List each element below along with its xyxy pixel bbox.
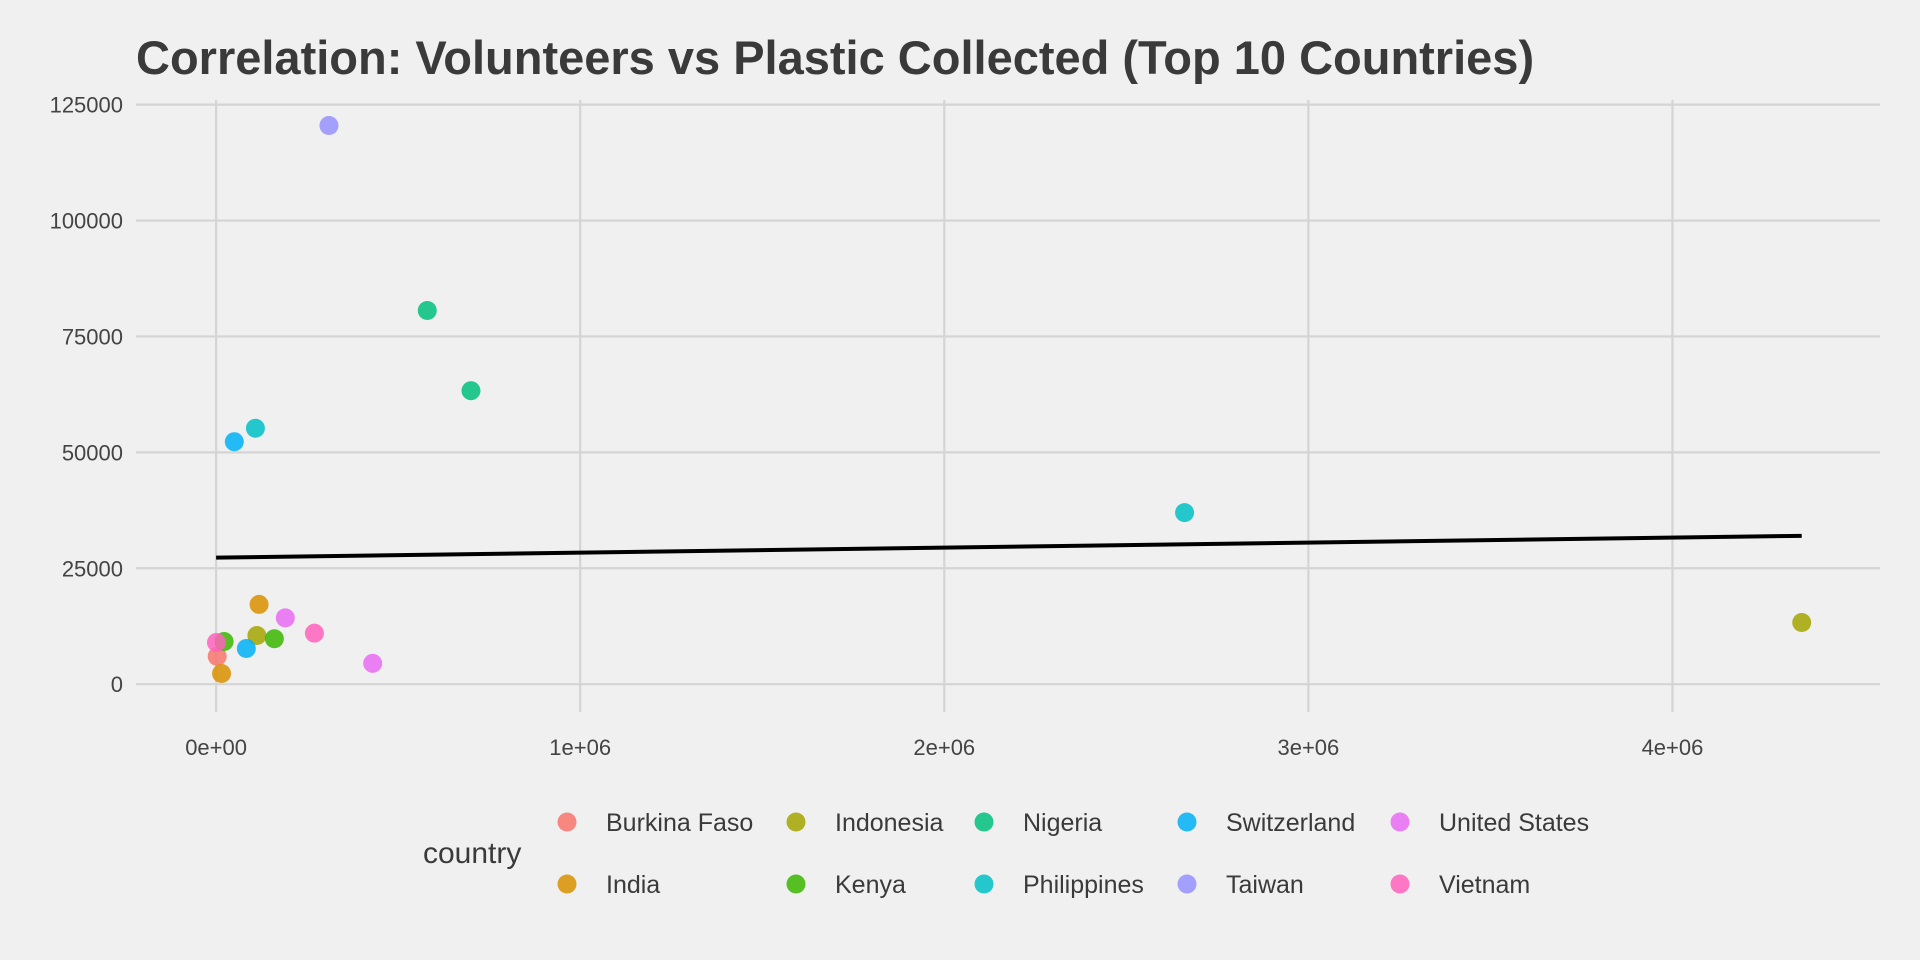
- legend-label: Nigeria: [1023, 809, 1102, 837]
- legend-swatch: [1177, 874, 1197, 894]
- data-point: [319, 116, 339, 135]
- y-axis: 0 25000 50000 75000 100000 125000: [50, 93, 123, 698]
- data-point: [207, 646, 227, 666]
- trend-layer: [216, 533, 1802, 560]
- legend-label: United States: [1439, 809, 1589, 837]
- grid: [136, 100, 1880, 712]
- y-tick-label: 0: [111, 672, 123, 697]
- data-point: [275, 608, 295, 628]
- data-point: [304, 623, 324, 643]
- legend-label: Switzerland: [1226, 809, 1355, 837]
- legend-swatch: [1390, 812, 1410, 832]
- data-point: [236, 638, 256, 658]
- y-tick-label: 125000: [50, 93, 123, 118]
- y-tick-label: 100000: [50, 209, 123, 234]
- legend-swatch: [974, 874, 994, 894]
- x-tick-label: 4e+06: [1642, 735, 1704, 760]
- data-point: [212, 664, 232, 684]
- points-layer: [206, 116, 1812, 684]
- chart-title: Correlation: Volunteers vs Plastic Colle…: [136, 31, 1534, 84]
- legend-swatch: [786, 874, 806, 894]
- data-point: [1792, 613, 1812, 633]
- legend-swatch: [974, 812, 994, 832]
- legend-label: India: [606, 871, 660, 899]
- legend-swatch: [786, 812, 806, 832]
- data-point: [417, 300, 437, 320]
- legend-swatch: [557, 874, 577, 894]
- x-axis: 0e+00 1e+06 2e+06 3e+06 4e+06: [185, 735, 1703, 760]
- x-tick-label: 2e+06: [913, 735, 975, 760]
- data-point: [206, 632, 226, 652]
- y-tick-label: 75000: [62, 324, 123, 349]
- x-tick-label: 1e+06: [549, 735, 611, 760]
- data-point: [249, 594, 269, 614]
- trend-line: [216, 533, 1802, 560]
- legend-swatch: [1177, 812, 1197, 832]
- legend-items: Burkina Faso India Indonesia Kenya Nigeria Ph…: [557, 809, 1589, 899]
- data-point: [1175, 503, 1195, 523]
- legend: country Burkina Faso India Indonesia Kenya N…: [423, 809, 1589, 899]
- legend-swatch: [557, 812, 577, 832]
- data-point: [224, 432, 244, 452]
- legend-label: Indonesia: [835, 809, 944, 837]
- y-tick-label: 50000: [62, 440, 123, 465]
- legend-swatch: [1390, 874, 1410, 894]
- legend-label: Vietnam: [1439, 871, 1530, 899]
- data-point: [461, 381, 481, 401]
- y-tick-label: 25000: [62, 556, 123, 581]
- legend-title: country: [423, 837, 521, 870]
- data-point: [245, 418, 265, 438]
- data-point: [247, 626, 267, 645]
- legend-label: Taiwan: [1226, 871, 1304, 899]
- data-point: [363, 653, 383, 673]
- legend-label: Kenya: [835, 871, 906, 899]
- legend-label: Philippines: [1023, 871, 1144, 899]
- data-point: [264, 629, 284, 649]
- x-tick-label: 0e+00: [185, 735, 247, 760]
- x-tick-label: 3e+06: [1277, 735, 1339, 760]
- legend-label: Burkina Faso: [606, 809, 753, 837]
